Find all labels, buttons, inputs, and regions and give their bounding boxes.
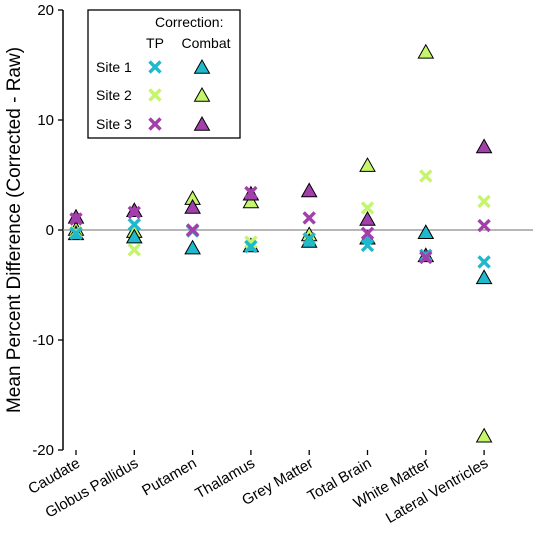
y-tick-label: -10 bbox=[32, 332, 54, 349]
x-marker bbox=[69, 226, 83, 241]
triangle-marker bbox=[184, 198, 201, 214]
x-marker bbox=[477, 255, 491, 269]
legend-title: Correction: bbox=[155, 14, 223, 30]
y-axis-title: Mean Percent Difference (Corrected - Raw… bbox=[4, 47, 25, 413]
y-tick-label: 10 bbox=[37, 112, 54, 129]
x-marker-stroke bbox=[302, 211, 316, 225]
x-marker-stroke bbox=[360, 226, 375, 241]
y-tick-label: -20 bbox=[32, 442, 54, 459]
x-marker-stroke bbox=[244, 235, 258, 249]
x-marker bbox=[360, 226, 375, 241]
legend-box bbox=[87, 9, 241, 139]
x-tick-label: Lateral Ventricles bbox=[383, 455, 491, 527]
x-marker bbox=[127, 217, 142, 232]
x-marker-stroke bbox=[127, 217, 142, 232]
x-marker-stroke bbox=[360, 201, 375, 215]
x-marker-stroke bbox=[244, 239, 258, 254]
y-tick-label: 0 bbox=[46, 222, 54, 239]
x-marker bbox=[419, 250, 433, 265]
triangle-marker bbox=[359, 210, 376, 226]
triangle-marker bbox=[125, 228, 143, 244]
x-marker bbox=[127, 243, 142, 257]
legend-triangle-marker bbox=[193, 58, 211, 74]
x-marker bbox=[360, 201, 375, 215]
x-marker-stroke bbox=[419, 169, 433, 183]
triangle-marker bbox=[475, 269, 493, 285]
triangle-marker bbox=[184, 239, 201, 255]
triangle-marker bbox=[359, 157, 376, 172]
legend-row-label: Site 2 bbox=[96, 87, 132, 103]
x-marker-stroke bbox=[69, 226, 83, 241]
x-marker bbox=[244, 235, 258, 249]
x-marker bbox=[360, 238, 375, 253]
series-site-3-tp bbox=[69, 185, 491, 265]
x-marker bbox=[69, 212, 83, 226]
x-marker-stroke bbox=[148, 60, 162, 74]
x-marker-stroke bbox=[477, 194, 491, 209]
x-marker bbox=[302, 211, 316, 225]
x-marker bbox=[185, 223, 200, 237]
x-marker-stroke bbox=[360, 238, 375, 253]
x-marker-stroke bbox=[419, 250, 433, 265]
series-site-2-tp bbox=[69, 169, 491, 257]
x-marker-stroke bbox=[477, 218, 491, 233]
triangle-marker bbox=[417, 43, 435, 59]
x-marker bbox=[127, 205, 142, 220]
legend-x-marker bbox=[148, 117, 162, 131]
x-marker-stroke bbox=[69, 212, 83, 226]
legend-row-label: Site 1 bbox=[96, 59, 132, 75]
x-marker-stroke bbox=[148, 88, 162, 102]
legend-column-header: TP bbox=[146, 35, 164, 51]
triangle-marker bbox=[475, 427, 493, 443]
x-marker-stroke bbox=[244, 185, 258, 200]
x-marker-stroke bbox=[302, 232, 316, 246]
legend: Correction: TP Combat Site 1 Site 2 Site 3 bbox=[87, 9, 241, 139]
legend-row-label: Site 3 bbox=[96, 116, 132, 132]
legend-column-header: Combat bbox=[181, 35, 230, 51]
triangle-marker bbox=[417, 224, 435, 239]
x-marker-stroke bbox=[477, 255, 491, 269]
y-tick-label: 20 bbox=[37, 2, 54, 19]
triangle-marker bbox=[242, 193, 260, 209]
x-marker bbox=[302, 232, 316, 246]
x-marker-stroke bbox=[148, 117, 162, 131]
x-marker-stroke bbox=[185, 223, 200, 237]
x-marker bbox=[477, 194, 491, 209]
legend-x-marker bbox=[148, 88, 162, 102]
x-marker-stroke bbox=[127, 205, 142, 220]
x-marker bbox=[419, 169, 433, 183]
legend-triangle-marker bbox=[193, 86, 211, 102]
x-tick-label: Putamen bbox=[139, 455, 200, 500]
data-points bbox=[67, 43, 493, 443]
x-marker-stroke bbox=[127, 243, 142, 257]
x-marker bbox=[477, 218, 491, 233]
legend-triangle-marker bbox=[193, 115, 211, 131]
triangle-marker bbox=[475, 138, 493, 154]
triangle-marker bbox=[300, 182, 318, 198]
x-marker bbox=[244, 185, 258, 200]
legend-x-marker bbox=[148, 60, 162, 74]
x-marker bbox=[244, 239, 258, 254]
